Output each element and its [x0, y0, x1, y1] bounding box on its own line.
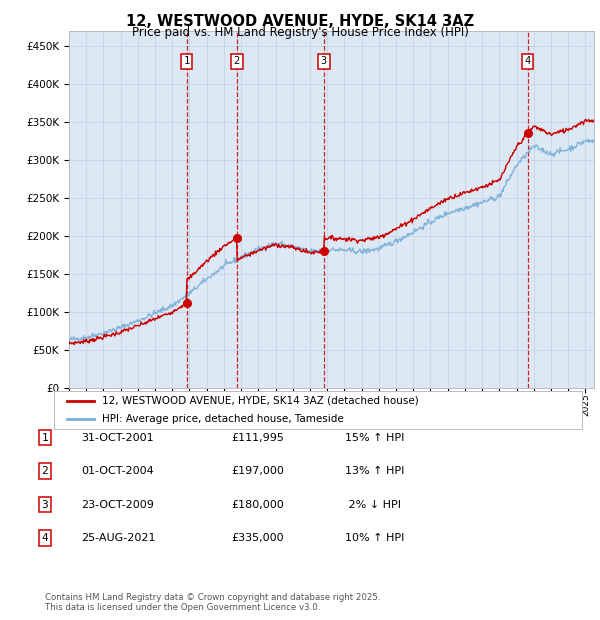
Text: £111,995: £111,995 [231, 433, 284, 443]
Text: 4: 4 [524, 56, 531, 66]
Text: 2% ↓ HPI: 2% ↓ HPI [345, 500, 401, 510]
Text: 01-OCT-2004: 01-OCT-2004 [81, 466, 154, 476]
Text: 15% ↑ HPI: 15% ↑ HPI [345, 433, 404, 443]
Text: £335,000: £335,000 [231, 533, 284, 543]
Text: 4: 4 [41, 533, 49, 543]
Text: 2: 2 [41, 466, 49, 476]
Text: 1: 1 [41, 433, 49, 443]
Text: 25-AUG-2021: 25-AUG-2021 [81, 533, 155, 543]
Text: Contains HM Land Registry data © Crown copyright and database right 2025.
This d: Contains HM Land Registry data © Crown c… [45, 593, 380, 612]
Text: 12, WESTWOOD AVENUE, HYDE, SK14 3AZ (detached house): 12, WESTWOOD AVENUE, HYDE, SK14 3AZ (det… [101, 396, 418, 405]
Text: 1: 1 [184, 56, 190, 66]
Text: 23-OCT-2009: 23-OCT-2009 [81, 500, 154, 510]
Text: 31-OCT-2001: 31-OCT-2001 [81, 433, 154, 443]
Text: 3: 3 [41, 500, 49, 510]
Text: 2: 2 [234, 56, 240, 66]
Text: £197,000: £197,000 [231, 466, 284, 476]
Text: 13% ↑ HPI: 13% ↑ HPI [345, 466, 404, 476]
Text: Price paid vs. HM Land Registry's House Price Index (HPI): Price paid vs. HM Land Registry's House … [131, 26, 469, 39]
Text: 12, WESTWOOD AVENUE, HYDE, SK14 3AZ: 12, WESTWOOD AVENUE, HYDE, SK14 3AZ [126, 14, 474, 29]
Text: 3: 3 [321, 56, 327, 66]
Text: 10% ↑ HPI: 10% ↑ HPI [345, 533, 404, 543]
Text: HPI: Average price, detached house, Tameside: HPI: Average price, detached house, Tame… [101, 414, 343, 424]
Text: £180,000: £180,000 [231, 500, 284, 510]
